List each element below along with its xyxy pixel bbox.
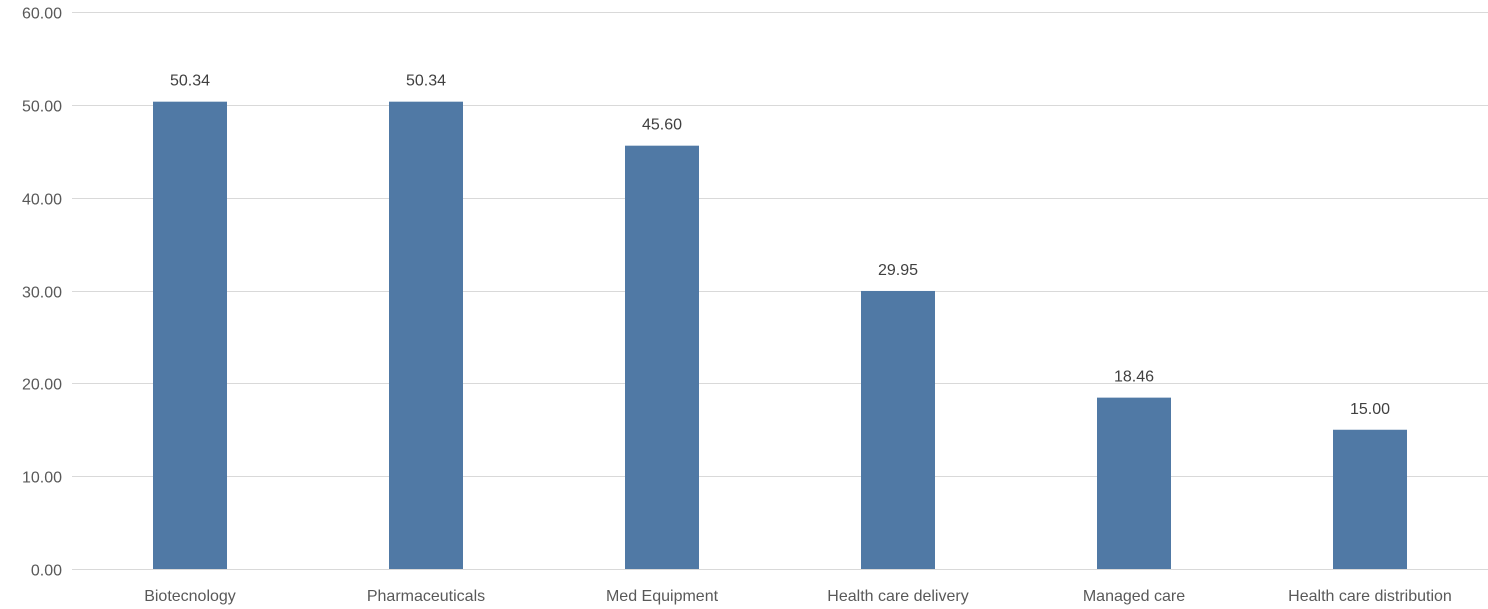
bar <box>1097 397 1171 569</box>
x-tick-label: Managed care <box>1083 588 1185 605</box>
y-tick-label: 60.00 <box>22 6 62 23</box>
y-axis-tick-labels: 0.00 10.00 20.00 30.00 40.00 50.00 60.00 <box>22 6 62 580</box>
bars <box>153 101 1407 569</box>
data-label: 50.34 <box>406 73 446 90</box>
bar <box>1333 429 1407 569</box>
y-tick-label: 40.00 <box>22 192 62 209</box>
x-axis-tick-labels: Biotecnology Pharmaceuticals Med Equipment… <box>144 588 1452 605</box>
gridlines <box>72 12 1488 570</box>
y-tick-label: 0.00 <box>31 563 62 580</box>
y-tick-label: 30.00 <box>22 285 62 302</box>
x-tick-label: Med Equipment <box>606 588 719 605</box>
x-tick-label: Health care distribution <box>1288 588 1452 605</box>
y-tick-label: 10.00 <box>22 470 62 487</box>
bar <box>861 290 935 569</box>
bar <box>153 101 227 569</box>
data-label: 15.00 <box>1350 401 1390 418</box>
bar <box>625 145 699 569</box>
data-label: 45.60 <box>642 117 682 134</box>
data-label: 50.34 <box>170 73 210 90</box>
data-labels: 50.34 50.34 45.60 29.95 18.46 15.00 <box>170 73 1390 418</box>
data-label: 29.95 <box>878 262 918 279</box>
x-tick-label: Pharmaceuticals <box>367 588 485 605</box>
bar <box>389 101 463 569</box>
y-tick-label: 50.00 <box>22 99 62 116</box>
data-label: 18.46 <box>1114 369 1154 386</box>
x-tick-label: Biotecnology <box>144 588 236 605</box>
y-tick-label: 20.00 <box>22 377 62 394</box>
x-tick-label: Health care delivery <box>827 588 968 605</box>
